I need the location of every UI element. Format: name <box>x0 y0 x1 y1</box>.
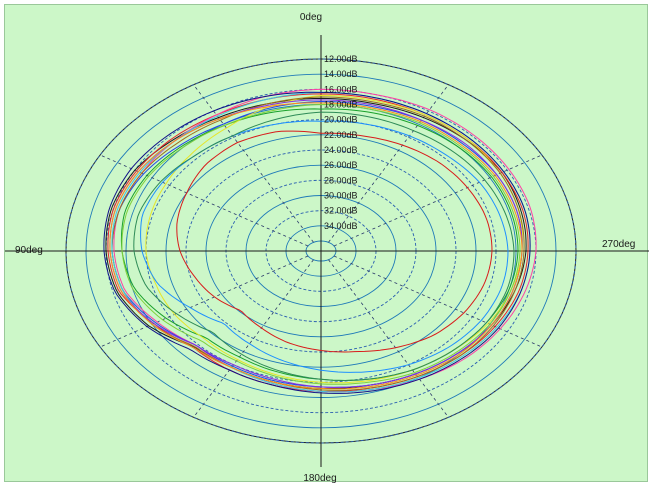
spoke-60 <box>100 154 309 247</box>
series-line-12 <box>121 104 521 385</box>
radial-tick-label: 30.00dB <box>324 191 358 201</box>
radial-tick-label: 12.00dB <box>324 54 358 64</box>
angle-label-180: 180deg <box>303 473 336 483</box>
series-line-13 <box>176 130 493 353</box>
radial-tick-label: 22.00dB <box>324 130 358 140</box>
series-line-11 <box>103 91 531 394</box>
polar-chart: 0deg 90deg 180deg 270deg 12.00dB 14.00dB 1… <box>5 12 649 483</box>
plot-area: 0deg 90deg 180deg 270deg 12.00dB 14.00dB 1… <box>4 4 649 483</box>
angle-label-90: 90deg <box>15 245 43 256</box>
angle-label-270: 270deg <box>602 239 635 250</box>
spoke-120 <box>100 255 309 348</box>
spoke-240 <box>333 255 542 348</box>
angle-label-0: 0deg <box>300 12 322 23</box>
radial-tick-label: 20.00dB <box>324 115 358 125</box>
radial-tick-label: 28.00dB <box>324 175 358 185</box>
series-layer <box>103 88 537 394</box>
labels: 0deg 90deg 180deg 270deg 12.00dB 14.00dB 1… <box>15 12 635 483</box>
radial-tick-label: 14.00dB <box>324 69 358 79</box>
radial-tick-label: 16.00dB <box>324 84 358 94</box>
radial-tick-label: 24.00dB <box>324 145 358 155</box>
series-line-7 <box>111 96 525 391</box>
series-line-14 <box>140 120 509 373</box>
radial-tick-label: 32.00dB <box>324 206 358 216</box>
radial-tick-label: 34.00dB <box>324 221 358 231</box>
series-line-15 <box>133 111 515 382</box>
series-line-10 <box>109 102 523 390</box>
radial-tick-label: 26.00dB <box>324 160 358 170</box>
radial-tick-label: 18.00dB <box>324 100 358 110</box>
spoke-300 <box>333 154 542 247</box>
